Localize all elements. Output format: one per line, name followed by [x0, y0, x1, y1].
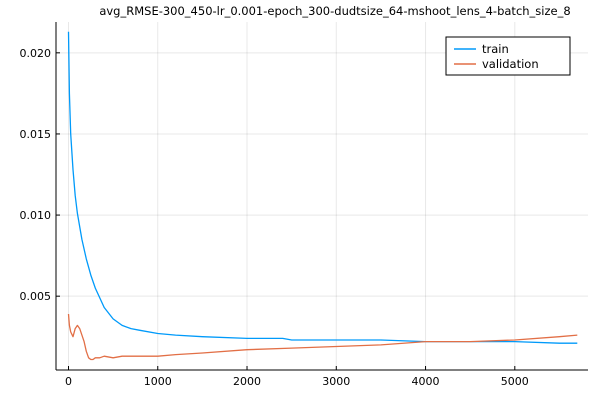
y-tick-label: 0.010: [20, 209, 52, 222]
x-tick-label: 5000: [501, 375, 529, 388]
legend-label-train: train: [482, 42, 509, 56]
y-axis-ticks: 0.005 0.010 0.015 0.020: [20, 47, 60, 303]
x-tick-label: 0: [65, 375, 72, 388]
chart-title: avg_RMSE-300_450-lr_0.001-epoch_300-dudt…: [99, 4, 570, 18]
x-axis-ticks: 0 1000 2000 3000 4000 5000: [65, 366, 529, 388]
x-tick-label: 1000: [144, 375, 172, 388]
legend-box: [445, 36, 571, 76]
series-line-validation: [67, 313, 578, 361]
x-tick-label: 4000: [412, 375, 440, 388]
x-tick-label: 2000: [233, 375, 261, 388]
y-tick-label: 0.015: [20, 128, 52, 141]
series-layer: [67, 31, 578, 361]
axes: [55, 22, 588, 371]
x-tick-label: 3000: [322, 375, 350, 388]
y-tick-label: 0.005: [20, 290, 52, 303]
y-tick-label: 0.020: [20, 47, 52, 60]
series-line-train: [67, 31, 578, 344]
legend-label-validation: validation: [482, 57, 539, 71]
